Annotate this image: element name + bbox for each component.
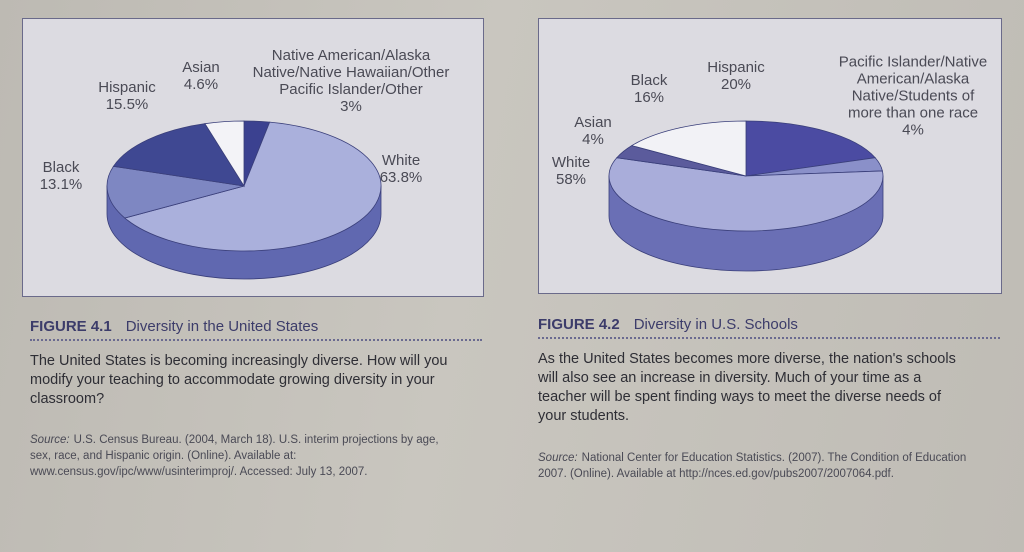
slice-label: Hispanic 15.5% bbox=[82, 79, 172, 113]
figure-description: The United States is becoming increasing… bbox=[30, 353, 448, 407]
slice-label: Native American/Alaska Native/Native Haw… bbox=[236, 47, 466, 115]
figure-source: Source: National Center for Education Sta… bbox=[538, 450, 998, 482]
slice-value: 4% bbox=[902, 121, 924, 139]
slice-label: Asian 4.6% bbox=[171, 59, 231, 93]
source-text: U.S. Census Bureau. (2004, March 18). U.… bbox=[30, 434, 439, 478]
slice-name: Asian bbox=[182, 59, 220, 76]
slice-value: 58% bbox=[555, 171, 587, 188]
pie-slice bbox=[123, 121, 382, 252]
slice-name: White bbox=[551, 154, 591, 171]
figure-box: Native American/Alaska Native/Native Haw… bbox=[22, 18, 484, 297]
slice-name: Asian bbox=[574, 114, 612, 131]
source-label: Source: bbox=[538, 452, 578, 464]
pie-slice bbox=[204, 120, 245, 188]
pie-slice bbox=[106, 165, 245, 219]
slice-name: Hispanic bbox=[98, 79, 156, 96]
pie-chart bbox=[608, 120, 884, 272]
slice-label: White 58% bbox=[541, 154, 601, 188]
figure-number: FIGURE 4.2 bbox=[538, 316, 620, 333]
figure-box: Hispanic 20% Pacific Islander/Native Ameri… bbox=[538, 18, 1002, 294]
slice-value: 3% bbox=[340, 98, 362, 115]
slice-value: 16% bbox=[633, 89, 665, 106]
figure-description: As the United States becomes more divers… bbox=[538, 351, 956, 424]
figure-title: Diversity in U.S. Schools bbox=[633, 316, 798, 333]
slice-value: 15.5% bbox=[105, 96, 149, 113]
pie-slice bbox=[608, 157, 884, 232]
slice-label: Black 13.1% bbox=[21, 159, 101, 193]
slice-name: White bbox=[381, 152, 421, 169]
slice-name: Pacific Islander/Native American/Alaska … bbox=[838, 53, 988, 122]
pie-chart bbox=[106, 120, 382, 280]
slice-value: 4% bbox=[582, 131, 604, 148]
slice-name: Native American/Alaska Native/Native Haw… bbox=[252, 47, 450, 98]
figure-caption: FIGURE 4.2 Diversity in U.S. Schools bbox=[538, 316, 1000, 339]
source-label: Source: bbox=[30, 434, 70, 446]
slice-label: Asian 4% bbox=[563, 114, 623, 148]
pie-slice bbox=[630, 120, 747, 177]
figure-source: Source: U.S. Census Bureau. (2004, March … bbox=[30, 432, 450, 480]
slice-value: 13.1% bbox=[39, 176, 83, 193]
slice-label: Black 16% bbox=[619, 72, 679, 106]
slice-value: 63.8% bbox=[379, 169, 423, 186]
slice-label: Hispanic 20% bbox=[696, 59, 776, 93]
slice-name: Black bbox=[630, 72, 668, 89]
pie-slice bbox=[112, 123, 245, 187]
slice-name: Hispanic bbox=[707, 59, 765, 76]
figure-title: Diversity in the United States bbox=[125, 318, 319, 335]
figure-caption: FIGURE 4.1 Diversity in the United States bbox=[30, 318, 482, 341]
slice-value: 20% bbox=[720, 76, 752, 93]
figure-number: FIGURE 4.1 bbox=[30, 318, 112, 335]
slice-name: Black bbox=[42, 159, 80, 176]
slice-value: 4.6% bbox=[183, 76, 219, 93]
slice-label: White 63.8% bbox=[361, 152, 441, 186]
slice-label: Pacific Islander/Native American/Alaska … bbox=[838, 54, 988, 139]
source-text: National Center for Education Statistics… bbox=[538, 452, 967, 480]
